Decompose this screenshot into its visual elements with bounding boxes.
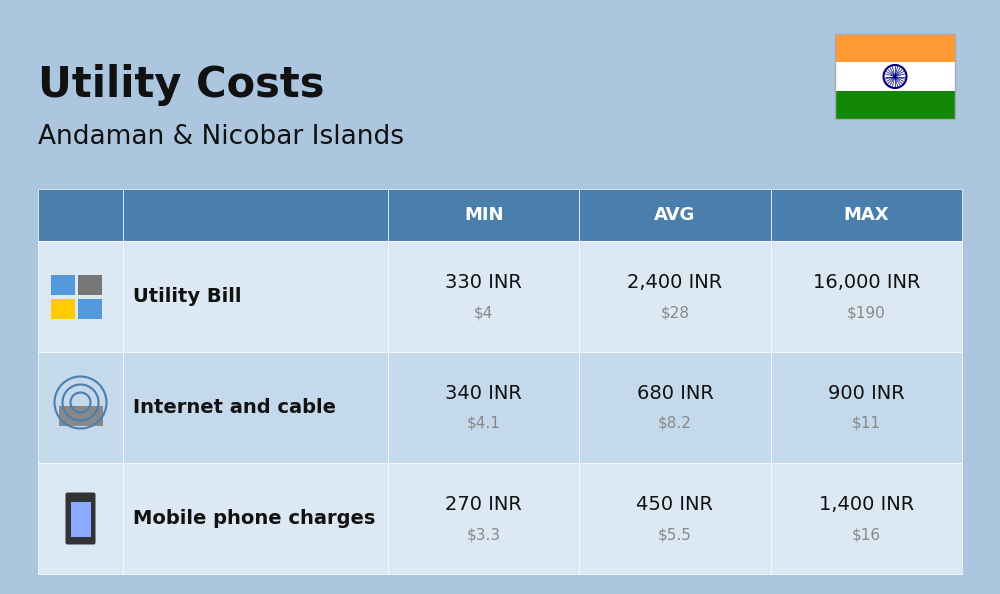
Bar — [771, 352, 962, 463]
Text: 270 INR: 270 INR — [445, 495, 522, 514]
Text: 340 INR: 340 INR — [445, 384, 522, 403]
Text: 900 INR: 900 INR — [828, 384, 905, 403]
Bar — [835, 34, 955, 119]
Bar — [38, 352, 123, 463]
Text: $11: $11 — [852, 416, 881, 431]
Bar — [835, 34, 955, 62]
Bar — [78, 274, 102, 295]
Text: 450 INR: 450 INR — [636, 495, 713, 514]
Text: 2,400 INR: 2,400 INR — [627, 273, 723, 292]
Text: MIN: MIN — [464, 206, 503, 224]
Text: Internet and cable: Internet and cable — [133, 398, 336, 417]
Bar — [50, 274, 74, 295]
Bar — [771, 189, 962, 241]
Bar — [70, 501, 90, 536]
Bar — [123, 352, 388, 463]
Text: $3.3: $3.3 — [467, 527, 501, 542]
Bar — [835, 91, 955, 119]
Text: $5.5: $5.5 — [658, 527, 692, 542]
Bar — [78, 299, 102, 318]
Text: $190: $190 — [847, 305, 886, 320]
Text: $4.1: $4.1 — [467, 416, 501, 431]
Text: 16,000 INR: 16,000 INR — [813, 273, 920, 292]
Text: 330 INR: 330 INR — [445, 273, 522, 292]
Bar — [388, 352, 579, 463]
Text: $4: $4 — [474, 305, 493, 320]
Text: Andaman & Nicobar Islands: Andaman & Nicobar Islands — [38, 124, 404, 150]
Bar — [388, 189, 579, 241]
Text: Mobile phone charges: Mobile phone charges — [133, 509, 375, 528]
Bar — [38, 463, 123, 574]
Text: 680 INR: 680 INR — [637, 384, 713, 403]
Bar — [579, 241, 771, 352]
Bar — [835, 62, 955, 91]
Bar — [579, 463, 771, 574]
Text: MAX: MAX — [844, 206, 889, 224]
Text: 1,400 INR: 1,400 INR — [819, 495, 914, 514]
Text: $8.2: $8.2 — [658, 416, 692, 431]
Bar — [38, 241, 123, 352]
Bar — [123, 463, 388, 574]
Bar — [771, 241, 962, 352]
Bar — [38, 189, 123, 241]
Text: $16: $16 — [852, 527, 881, 542]
Bar — [50, 299, 74, 318]
Text: Utility Costs: Utility Costs — [38, 64, 324, 106]
Bar — [123, 241, 388, 352]
Bar — [58, 406, 103, 425]
Bar — [123, 189, 388, 241]
Bar — [388, 241, 579, 352]
Bar — [579, 352, 771, 463]
Text: $28: $28 — [660, 305, 689, 320]
Text: AVG: AVG — [654, 206, 696, 224]
Bar — [771, 463, 962, 574]
Bar — [579, 189, 771, 241]
FancyBboxPatch shape — [65, 492, 95, 545]
Text: Utility Bill: Utility Bill — [133, 287, 242, 306]
Bar — [388, 463, 579, 574]
